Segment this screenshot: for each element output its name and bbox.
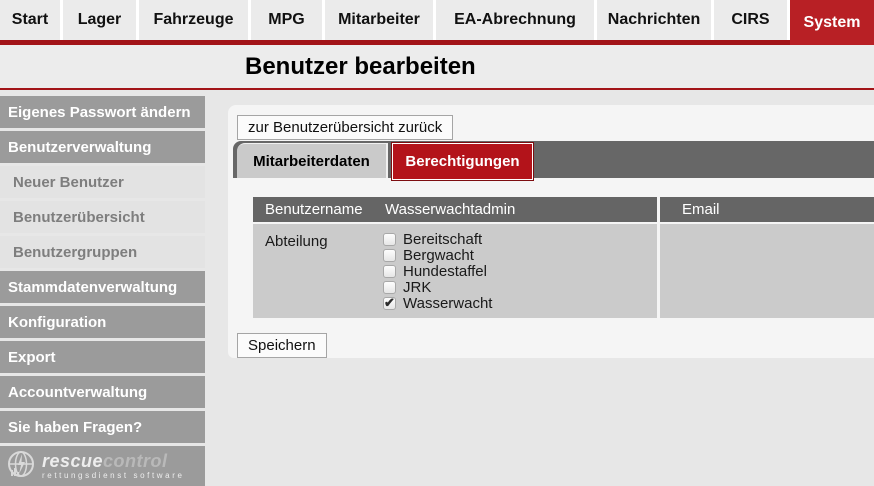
username-column-header: Benutzername <box>265 201 363 218</box>
page-header: Benutzer bearbeiten <box>0 45 874 88</box>
wasserwacht-checkbox[interactable]: ✔ <box>383 294 396 310</box>
sidebar: Eigenes Passwort ändern Benutzerverwaltu… <box>0 96 205 486</box>
sidebar-item-benutzerverwaltung[interactable]: Benutzerverwaltung <box>0 131 205 163</box>
checkbox-row-hundestaffel: ✔ Hundestaffel <box>383 262 492 280</box>
brand-name: rescuecontrol <box>42 451 168 471</box>
globe-pulse-icon <box>5 448 37 485</box>
bereitschaft-checkbox[interactable]: ✔ <box>383 232 396 246</box>
hundestaffel-checkbox[interactable]: ✔ <box>383 264 396 278</box>
nav-item-start[interactable]: Start <box>0 0 60 40</box>
email-value-cell <box>660 224 874 318</box>
sidebar-item-neuer-benutzer[interactable]: Neuer Benutzer <box>0 166 205 198</box>
checkbox-label: JRK <box>403 278 432 296</box>
table-header-row: Benutzername Wasserwachtadmin Email <box>253 197 874 222</box>
sidebar-item-stammdatenverwaltung[interactable]: Stammdatenverwaltung <box>0 271 205 303</box>
department-label: Abteilung <box>265 233 328 250</box>
email-column-header: Email <box>682 201 720 218</box>
content-panel: zur Benutzerübersicht zurück Mitarbeiter… <box>228 105 874 358</box>
nav-item-fahrzeuge[interactable]: Fahrzeuge <box>139 0 248 40</box>
nav-item-mitarbeiter[interactable]: Mitarbeiter <box>325 0 433 40</box>
sidebar-item-eigenes-passwort[interactable]: Eigenes Passwort ändern <box>0 96 205 128</box>
bergwacht-checkbox[interactable]: ✔ <box>383 248 396 262</box>
header-divider <box>0 88 874 90</box>
table-body-row: Abteilung ✔ Bereitschaft ✔ Bergwacht ✔ H… <box>253 224 874 318</box>
username-value: Wasserwachtadmin <box>385 201 516 218</box>
nav-item-lager[interactable]: Lager <box>63 0 136 40</box>
nav-item-system[interactable]: System <box>790 0 874 45</box>
sidebar-item-export[interactable]: Export <box>0 341 205 373</box>
user-table: Benutzername Wasserwachtadmin Email Abte… <box>253 197 874 318</box>
checkbox-row-bergwacht: ✔ Bergwacht <box>383 246 492 264</box>
checkbox-label: Bereitschaft <box>403 230 483 248</box>
back-to-user-overview-button[interactable]: zur Benutzerübersicht zurück <box>237 115 454 140</box>
checkbox-label: Bergwacht <box>403 246 474 264</box>
sidebar-item-benutzergruppen[interactable]: Benutzergruppen <box>0 236 205 268</box>
sidebar-item-konfiguration[interactable]: Konfiguration <box>0 306 205 338</box>
nav-accent-bar <box>0 40 874 45</box>
checkbox-row-bereitschaft: ✔ Bereitschaft <box>383 230 492 248</box>
brand-tagline: rettungsdienst software <box>42 471 185 480</box>
nav-item-ea-abrechnung[interactable]: EA-Abrechnung <box>436 0 594 40</box>
save-button[interactable]: Speichern <box>237 333 327 358</box>
nav-item-cirs[interactable]: CIRS <box>714 0 787 40</box>
jrk-checkbox[interactable]: ✔ <box>383 280 396 294</box>
checkbox-row-wasserwacht: ✔ Wasserwacht <box>383 294 493 312</box>
app-logo: rescuecontrol rettungsdienst software <box>0 446 205 486</box>
sidebar-item-fragen[interactable]: Sie haben Fragen? <box>0 411 205 443</box>
top-nav: Start Lager Fahrzeuge MPG Mitarbeiter EA… <box>0 0 874 45</box>
checkbox-label: Wasserwacht <box>403 294 493 312</box>
nav-item-nachrichten[interactable]: Nachrichten <box>597 0 711 40</box>
username-header-cell: Benutzername Wasserwachtadmin <box>253 197 657 222</box>
email-header-cell: Email <box>660 197 874 222</box>
department-cell: Abteilung ✔ Bereitschaft ✔ Bergwacht ✔ H… <box>253 224 657 318</box>
nav-item-mpg[interactable]: MPG <box>251 0 322 40</box>
tab-mitarbeiterdaten[interactable]: Mitarbeiterdaten <box>237 143 388 178</box>
checkbox-label: Hundestaffel <box>403 262 487 280</box>
sidebar-item-accountverwaltung[interactable]: Accountverwaltung <box>0 376 205 408</box>
tab-berechtigungen[interactable]: Berechtigungen <box>391 142 534 181</box>
sidebar-item-benutzeruebersicht[interactable]: Benutzerübersicht <box>0 201 205 233</box>
department-checkbox-group: ✔ Bereitschaft ✔ Bergwacht ✔ Hundestaffe… <box>383 230 493 312</box>
checkbox-row-jrk: ✔ JRK <box>383 278 492 296</box>
page-title: Benutzer bearbeiten <box>245 53 476 80</box>
